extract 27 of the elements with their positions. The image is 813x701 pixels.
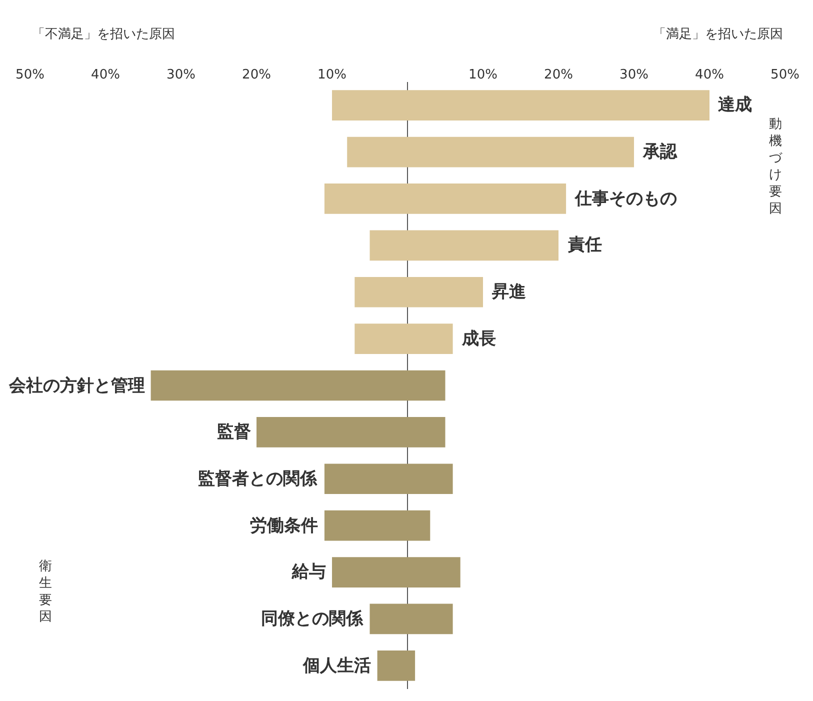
x-tick-label: 50% — [16, 67, 44, 82]
y-tick-label: 承認 — [642, 142, 678, 162]
y-tick-label: 成長 — [461, 329, 496, 349]
y-tick-label: 給与 — [291, 562, 326, 582]
x-tick-label: 10% — [468, 67, 498, 82]
y-tick-label: 監督者との関係 — [198, 469, 318, 489]
y-tick-label: 同僚との関係 — [261, 609, 364, 629]
x-tick-label: 10% — [318, 67, 346, 82]
y-tick-label: 仕事そのもの — [574, 189, 677, 209]
text: 「不満足」を招いた原因 — [32, 27, 175, 42]
x-tick-label: 40% — [91, 67, 120, 82]
y-tick-label: 監督 — [217, 422, 251, 442]
y-tick-label: 個人生活 — [302, 656, 371, 676]
y-tick-label: 達成 — [718, 95, 752, 115]
x-tick-label: 50% — [770, 67, 800, 82]
text: 「満足」を招いた原因 — [653, 27, 783, 42]
x-tick-label: 30% — [166, 67, 196, 82]
y-tick-label: 会社の方針と管理 — [8, 376, 145, 396]
y-tick-label: 責任 — [567, 235, 602, 255]
x-tick-label: 30% — [620, 67, 648, 82]
y-tick-label: 労働条件 — [250, 516, 318, 536]
annotation: 衛生要因 — [39, 559, 52, 625]
annotation: 動機づけ要因 — [769, 117, 783, 216]
y-tick-label: 昇進 — [491, 282, 526, 302]
x-tick-label: 20% — [242, 67, 271, 82]
x-tick-label: 20% — [544, 67, 573, 82]
x-tick-label: 40% — [695, 67, 724, 82]
